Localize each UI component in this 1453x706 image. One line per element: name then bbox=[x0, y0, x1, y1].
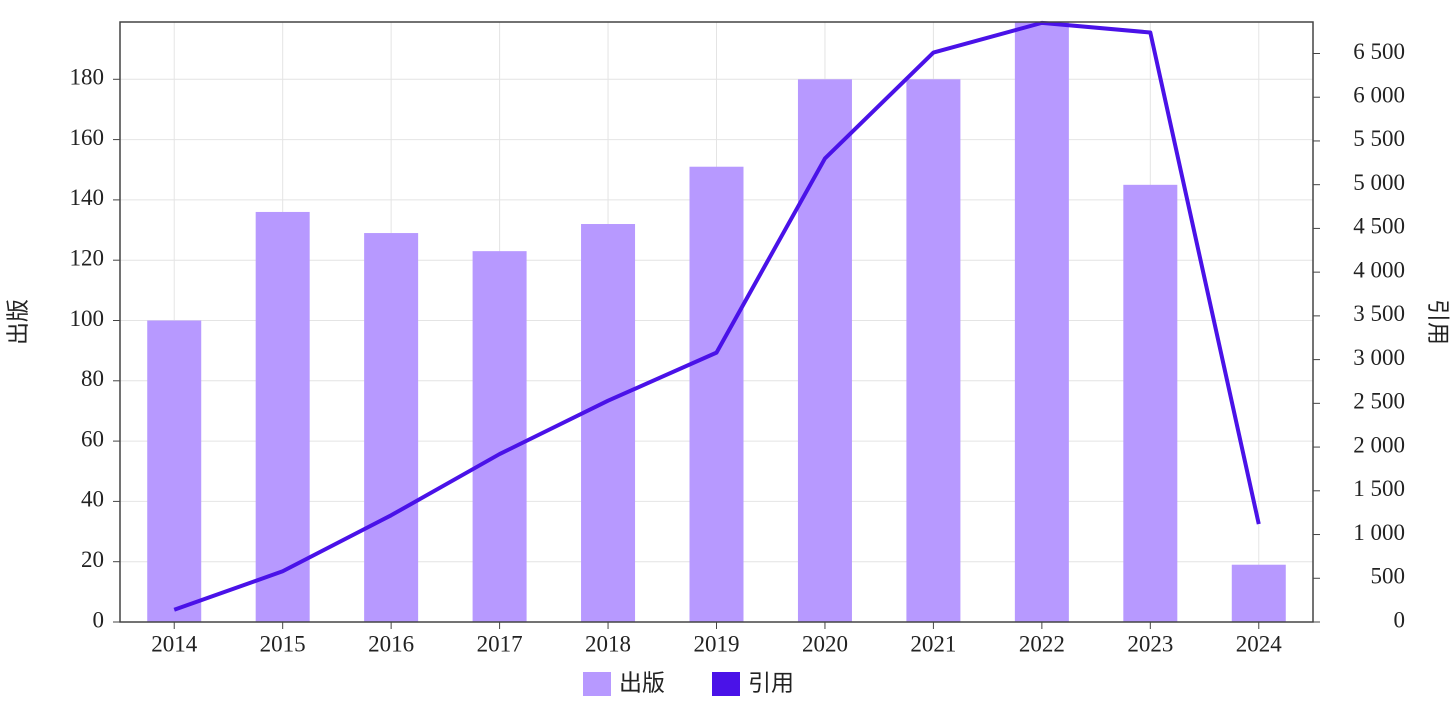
line bbox=[173, 20, 1261, 612]
bar bbox=[472, 251, 527, 622]
y-tick-label: 40 bbox=[81, 487, 104, 512]
y2-tick-label: 1 500 bbox=[1353, 476, 1405, 501]
y2-tick-label: 5 000 bbox=[1353, 170, 1405, 195]
bar bbox=[689, 166, 744, 622]
y2-tick-label: 2 000 bbox=[1353, 432, 1405, 457]
bar bbox=[1014, 22, 1069, 622]
x-tick-label: 2014 bbox=[151, 631, 198, 656]
x-tick-label: 2018 bbox=[585, 631, 631, 656]
legend-label: 引用 bbox=[748, 670, 794, 695]
bar bbox=[581, 224, 636, 622]
x-tick-label: 2024 bbox=[1236, 631, 1283, 656]
legend-swatch bbox=[712, 672, 740, 696]
x-tick-label: 2022 bbox=[1019, 631, 1065, 656]
y-tick-label: 80 bbox=[81, 366, 104, 391]
x-tick-label: 2015 bbox=[260, 631, 306, 656]
x-tick-label: 2017 bbox=[477, 631, 523, 656]
y2-tick-label: 6 500 bbox=[1353, 39, 1405, 64]
bar bbox=[255, 211, 310, 622]
y-tick-label: 60 bbox=[81, 426, 104, 451]
bar bbox=[906, 79, 961, 622]
legend-label: 出版 bbox=[619, 670, 665, 695]
y-tick-label: 20 bbox=[81, 547, 104, 572]
y-axis-title: 出版 bbox=[5, 299, 30, 345]
y2-tick-label: 5 500 bbox=[1353, 126, 1405, 151]
y-tick-label: 180 bbox=[70, 65, 105, 90]
y2-tick-label: 4 500 bbox=[1353, 214, 1405, 239]
bar bbox=[1123, 184, 1178, 622]
y2-tick-label: 0 bbox=[1394, 607, 1406, 632]
y-tick-label: 100 bbox=[70, 306, 105, 331]
bar bbox=[797, 79, 852, 622]
x-tick-label: 2021 bbox=[910, 631, 956, 656]
y2-tick-label: 6 000 bbox=[1353, 82, 1405, 107]
x-tick-label: 2016 bbox=[368, 631, 414, 656]
y-tick-label: 140 bbox=[70, 185, 105, 210]
y2-tick-label: 4 000 bbox=[1353, 257, 1405, 282]
legend-swatch bbox=[583, 672, 611, 696]
x-tick-label: 2020 bbox=[802, 631, 848, 656]
y2-tick-label: 3 000 bbox=[1353, 345, 1405, 370]
x-tick-label: 2019 bbox=[694, 631, 740, 656]
y2-axis-title: 引用 bbox=[1426, 299, 1451, 345]
bar bbox=[364, 233, 419, 622]
y-tick-label: 0 bbox=[93, 607, 105, 632]
bar bbox=[147, 320, 202, 622]
x-tick-label: 2023 bbox=[1127, 631, 1173, 656]
y2-tick-label: 1 000 bbox=[1353, 520, 1405, 545]
y2-tick-label: 500 bbox=[1371, 564, 1406, 589]
y2-tick-label: 3 500 bbox=[1353, 301, 1405, 326]
y-tick-label: 160 bbox=[70, 125, 105, 150]
y2-tick-label: 2 500 bbox=[1353, 389, 1405, 414]
bar bbox=[1231, 564, 1286, 622]
y-tick-label: 120 bbox=[70, 245, 105, 270]
